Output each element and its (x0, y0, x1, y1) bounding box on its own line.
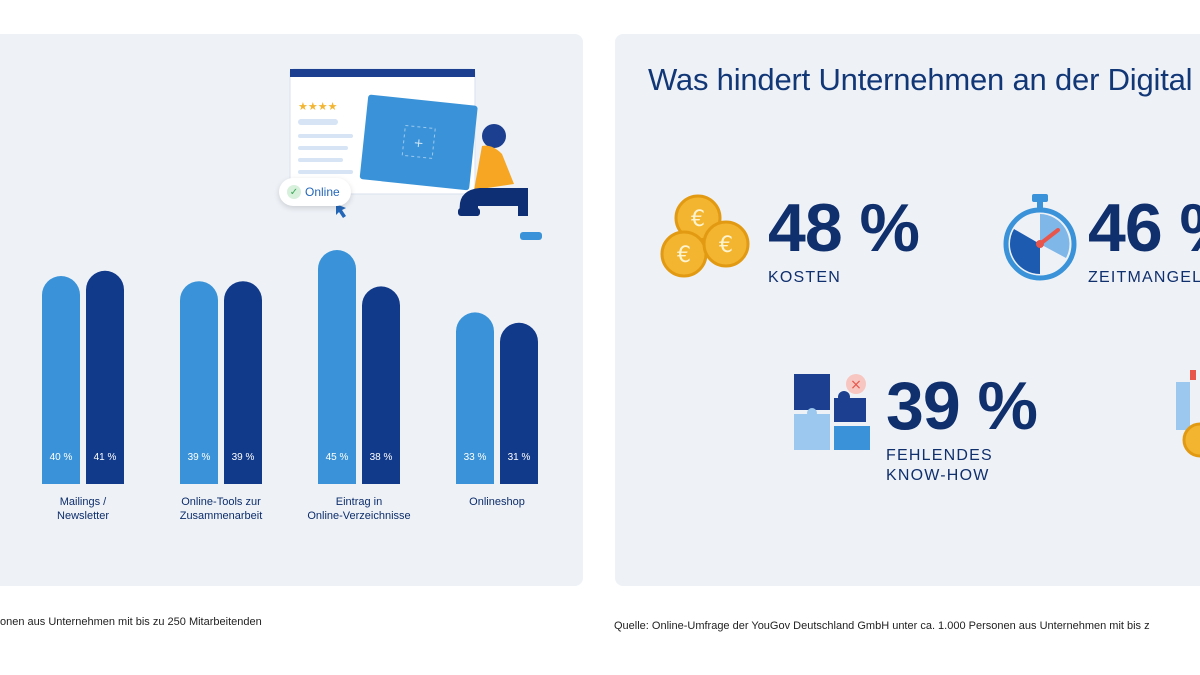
bar-series-2-3 (500, 322, 538, 484)
stat-zeitmangel: 46 % ZEITMANGEL (1088, 194, 1200, 288)
online-illustration: ★★★★ + (289, 68, 542, 240)
partial-icon (1176, 370, 1200, 458)
euro-coins-icon: € € € (660, 194, 750, 278)
bar-series-2-1 (224, 281, 262, 484)
stat-value: 48 % (768, 190, 920, 266)
stat-value: 46 % (1088, 190, 1200, 266)
svg-text:€: € (719, 233, 733, 258)
footnote-source-left: onen aus Unternehmen mit bis zu 250 Mita… (0, 616, 262, 628)
right-stats-panel (615, 34, 1200, 586)
svg-text:×: × (850, 377, 862, 393)
bar-series-2-2 (362, 286, 400, 484)
stat-know-how: 39 % FEHLENDES KNOW-HOW (886, 368, 1038, 486)
category-label: Mailings / (60, 496, 107, 508)
bar-value-label: 41 % (94, 452, 117, 463)
cursor-icon (336, 204, 346, 218)
puzzle-icon: × (794, 374, 870, 450)
stat-caption: FEHLENDES KNOW-HOW (886, 447, 993, 484)
bar-series-1-1 (180, 281, 218, 484)
svg-text:€: € (677, 243, 691, 268)
category-label: Eintrag in (336, 496, 382, 508)
bar-value-label: 33 % (464, 452, 487, 463)
stat-kosten: 48 % KOSTEN (768, 190, 920, 288)
svg-text:★★★★: ★★★★ (298, 100, 338, 113)
svg-text:+: + (413, 135, 424, 150)
page-title: Was hindert Unternehmen an der Digital (648, 62, 1193, 97)
bar-series-1-3 (456, 312, 494, 484)
svg-text:€: € (691, 207, 705, 232)
online-badge-text: Online (305, 185, 340, 199)
footnote-source-right: Quelle: Online-Umfrage der YouGov Deutsc… (614, 620, 1150, 632)
bar-series-1-2 (318, 250, 356, 484)
person-icon (458, 124, 542, 240)
check-icon: ✓ (287, 185, 301, 199)
category-label: Onlineshop (469, 496, 525, 508)
category-label: Zusammenarbeit (180, 510, 263, 522)
bar-value-label: 39 % (232, 452, 255, 463)
bar-series-1-0 (42, 276, 80, 484)
bar-value-label: 31 % (508, 452, 531, 463)
bar-value-label: 39 % (188, 452, 211, 463)
bar-series-2-0 (86, 270, 124, 484)
bar-value-label: 45 % (326, 452, 349, 463)
image-card-icon: + (359, 94, 478, 191)
category-label: Newsletter (57, 510, 109, 522)
online-badge: ✓ Online (279, 178, 351, 206)
stopwatch-icon (1003, 194, 1077, 281)
category-label: Online-Tools zur (181, 496, 261, 508)
bar-value-label: 40 % (50, 452, 73, 463)
category-label: Online-Verzeichnisse (307, 510, 410, 522)
stat-caption: KOSTEN (768, 269, 841, 286)
stat-value: 39 % (886, 368, 1038, 444)
bar-chart: 40 % 41 % Mailings / Newsletter 39 % 39 % Onli… (42, 250, 538, 522)
bar-value-label: 38 % (370, 452, 393, 463)
stat-caption: ZEITMANGEL (1088, 269, 1200, 286)
